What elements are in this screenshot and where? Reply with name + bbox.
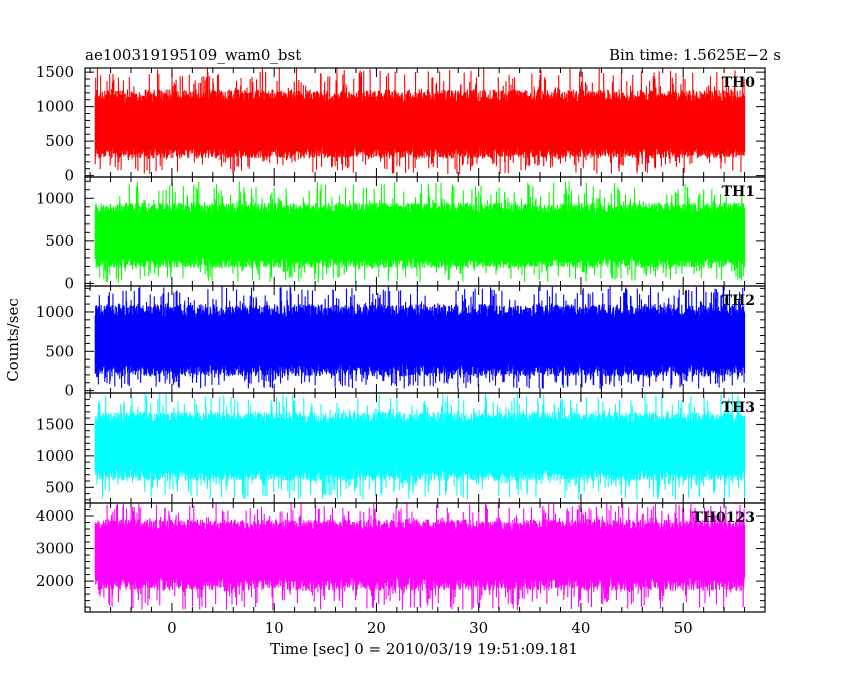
chart-subtitle: Bin time: 1.5625E−2 s — [609, 46, 781, 64]
panel-th1: 0 500 1000 TH1 — [36, 176, 766, 292]
panel-th0: 0 500 1000 1500 TH0 — [36, 63, 766, 185]
panels-group: 0 500 1000 1500 TH0 0 500 1000 TH1 0 500 1000 TH2 500… — [36, 63, 766, 613]
y-tick-label: 1000 — [36, 189, 74, 207]
y-tick-label: 0 — [64, 167, 74, 185]
y-tick-label: 500 — [45, 232, 74, 250]
x-tick-label: 40 — [571, 619, 590, 637]
series-th2-band — [95, 317, 745, 365]
panel-frame — [84, 502, 766, 613]
x-axis: 0 10 20 30 40 50 — [167, 619, 693, 637]
y-tick-label: 1500 — [36, 63, 74, 81]
x-tick-label: 0 — [167, 619, 177, 637]
panel-th3: 500 1000 1500 TH3 — [36, 392, 766, 504]
y-tick-label: 1500 — [36, 415, 74, 433]
y-tick-label: 3000 — [36, 540, 74, 558]
chart-title: ae100319195109_wam0_bst — [85, 46, 301, 64]
panel-label-th3: TH3 — [722, 400, 755, 416]
y-tick-label: 1000 — [36, 98, 74, 116]
panel-label-th0: TH0 — [722, 75, 756, 91]
y-tick-label: 0 — [64, 382, 74, 400]
y-tick-label: 1000 — [36, 447, 74, 465]
y-tick-label: 500 — [45, 342, 74, 360]
y-tick-label: 1000 — [36, 303, 74, 321]
panel-label-th1: TH1 — [722, 184, 755, 200]
panel-label-th0123: TH0123 — [692, 510, 755, 526]
x-tick-label: 50 — [674, 619, 693, 637]
series-th0123-band — [95, 530, 745, 578]
x-axis-title: Time [sec] 0 = 2010/03/19 19:51:09.181 — [270, 640, 578, 658]
series-th3-band — [95, 423, 745, 469]
y-tick-label: 4000 — [36, 507, 74, 525]
y-tick-label: 0 — [64, 274, 74, 292]
panel-th0123: 2000 3000 4000 TH0123 — [36, 502, 766, 613]
y-axis-title: Counts/sec — [4, 298, 22, 382]
y-tick-label: 500 — [45, 132, 74, 150]
y-tick-label: 500 — [45, 478, 74, 496]
y-tick-label: 2000 — [36, 572, 74, 590]
panel-label-th2: TH2 — [722, 293, 755, 309]
panel-th2: 0 500 1000 TH2 — [36, 285, 766, 400]
series-th1-band — [95, 214, 745, 257]
x-tick-label: 20 — [367, 619, 386, 637]
x-tick-label: 10 — [265, 619, 284, 637]
x-tick-label: 30 — [469, 619, 488, 637]
series-th0-band — [95, 102, 745, 148]
